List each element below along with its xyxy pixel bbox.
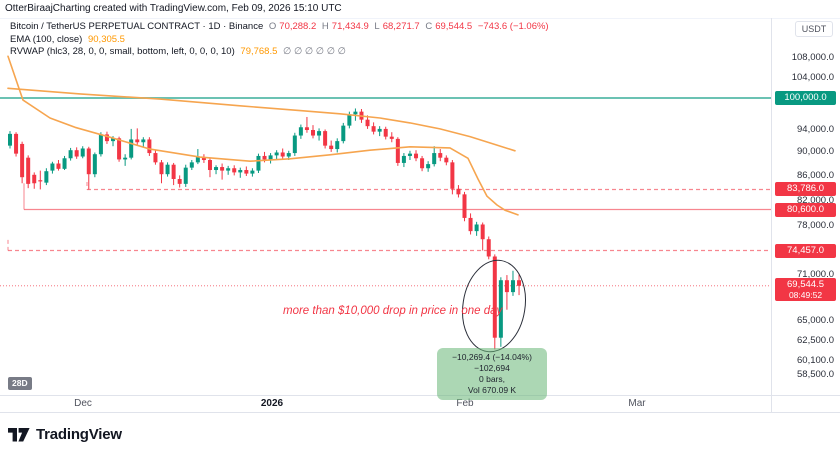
ema-label: EMA (100, close) <box>10 33 83 45</box>
level-line-80600[interactable] <box>23 183 772 211</box>
attribution-text: OtterBiraajCharting created with Trading… <box>5 3 342 14</box>
change-value: −743.6 (−1.06%) <box>477 21 549 32</box>
rvwap-label: RVWAP (hlc3, 28, 0, 0, small, bottom, le… <box>10 46 235 57</box>
level-line-83786[interactable] <box>86 182 772 191</box>
candles-layer[interactable] <box>8 108 522 350</box>
price-tick-86000: 86,000.0 <box>797 169 834 181</box>
footer: TradingView <box>0 413 840 454</box>
price-tick-65000: 65,000.0 <box>797 314 834 326</box>
drawing-text-annotation[interactable]: more than $10,000 drop in price in one d… <box>283 305 503 317</box>
price-tick-104000: 104,000.0 <box>791 71 834 83</box>
high-label: H <box>321 21 329 32</box>
price-tick-60100: 60,100.0 <box>797 355 834 367</box>
time-tick-Mar: Mar <box>628 398 646 409</box>
price-range-measure-box[interactable]: −10,269.4 (−14.04%) −102,694 0 bars, Vol… <box>437 348 547 400</box>
footer-divider <box>0 412 840 413</box>
price-chart[interactable] <box>0 18 772 395</box>
time-axis[interactable]: Dec 2026 Feb Mar <box>0 396 772 412</box>
price-axis[interactable]: 108,000.0 104,000.0 94,000.0 90,000.0 86,000… <box>772 18 840 395</box>
tradingview-logo[interactable]: TradingView <box>8 426 122 443</box>
range-volume-line: Vol 670.09 K <box>467 385 517 395</box>
symbol-title: Bitcoin / TetherUS PERPETUAL CONTRACT · … <box>10 21 264 32</box>
price-badge-80600: 80,600.0 <box>775 202 836 217</box>
open-value: 70,288.2 <box>279 21 317 32</box>
chart-legend: Bitcoin / TetherUS PERPETUAL CONTRACT · … <box>10 21 552 59</box>
price-tick-82000: 82,000.0 <box>797 194 834 206</box>
price-tick-58500: 58,500.0 <box>797 369 834 381</box>
time-tick-Dec: Dec <box>74 398 92 409</box>
price-badge-83786: 83,786.0 <box>775 182 836 197</box>
price-tick-94000: 94,000.0 <box>797 124 834 135</box>
legend-ema-row[interactable]: EMA (100, close) 90,305.5 <box>10 34 552 47</box>
ema-value: 90,305.5 <box>87 33 125 45</box>
rvwap-line[interactable] <box>7 55 519 216</box>
price-tick-78000: 78,000.0 <box>797 220 834 232</box>
time-axis-divider <box>0 395 840 396</box>
tradingview-logo-icon <box>8 427 30 441</box>
price-badge-100000: 100,000.0 <box>775 91 836 106</box>
close-value: 69,544.5 <box>435 21 473 32</box>
price-tick-71000: 71,000.0 <box>797 269 834 281</box>
close-label: C <box>425 21 433 32</box>
legend-symbol-row[interactable]: Bitcoin / TetherUS PERPETUAL CONTRACT · … <box>10 21 552 34</box>
price-tick-90000: 90,000.0 <box>797 146 834 158</box>
bar-countdown: 08:49:52 <box>788 289 823 300</box>
time-tick-Feb: Feb <box>456 398 474 409</box>
currency-unit-toggle[interactable]: USDT <box>795 21 833 37</box>
range-bars-line: 0 bars, <box>479 374 505 384</box>
low-value: 68,271.7 <box>382 21 420 32</box>
price-tick-108000: 108,000.0 <box>791 52 834 64</box>
tradingview-logo-text: TradingView <box>36 426 122 443</box>
price-badge-74457: 74,457.0 <box>775 243 836 258</box>
time-tick-2026: 2026 <box>260 398 284 409</box>
price-tick-62500: 62,500.0 <box>797 335 834 346</box>
ema-100-line[interactable] <box>7 87 516 152</box>
top-divider <box>0 18 840 19</box>
low-label: L <box>374 21 380 32</box>
high-value: 71,434.9 <box>331 21 369 32</box>
legend-rvwap-row[interactable]: RVWAP (hlc3, 28, 0, 0, small, bottom, le… <box>10 46 552 59</box>
level-line-74457[interactable] <box>7 239 772 252</box>
range-change-line: −10,269.4 (−14.04%) −102,694 <box>452 352 532 373</box>
rvwap-empty-values: ∅ ∅ ∅ ∅ ∅ ∅ <box>283 46 346 57</box>
rvwap-value: 79,768.5 <box>240 46 278 57</box>
lookback-interval-badge[interactable]: 28D <box>8 377 32 390</box>
open-label: O <box>268 21 277 32</box>
axis-divider <box>771 18 772 412</box>
current-price-badge: 69,544.5 08:49:52 <box>775 277 836 301</box>
